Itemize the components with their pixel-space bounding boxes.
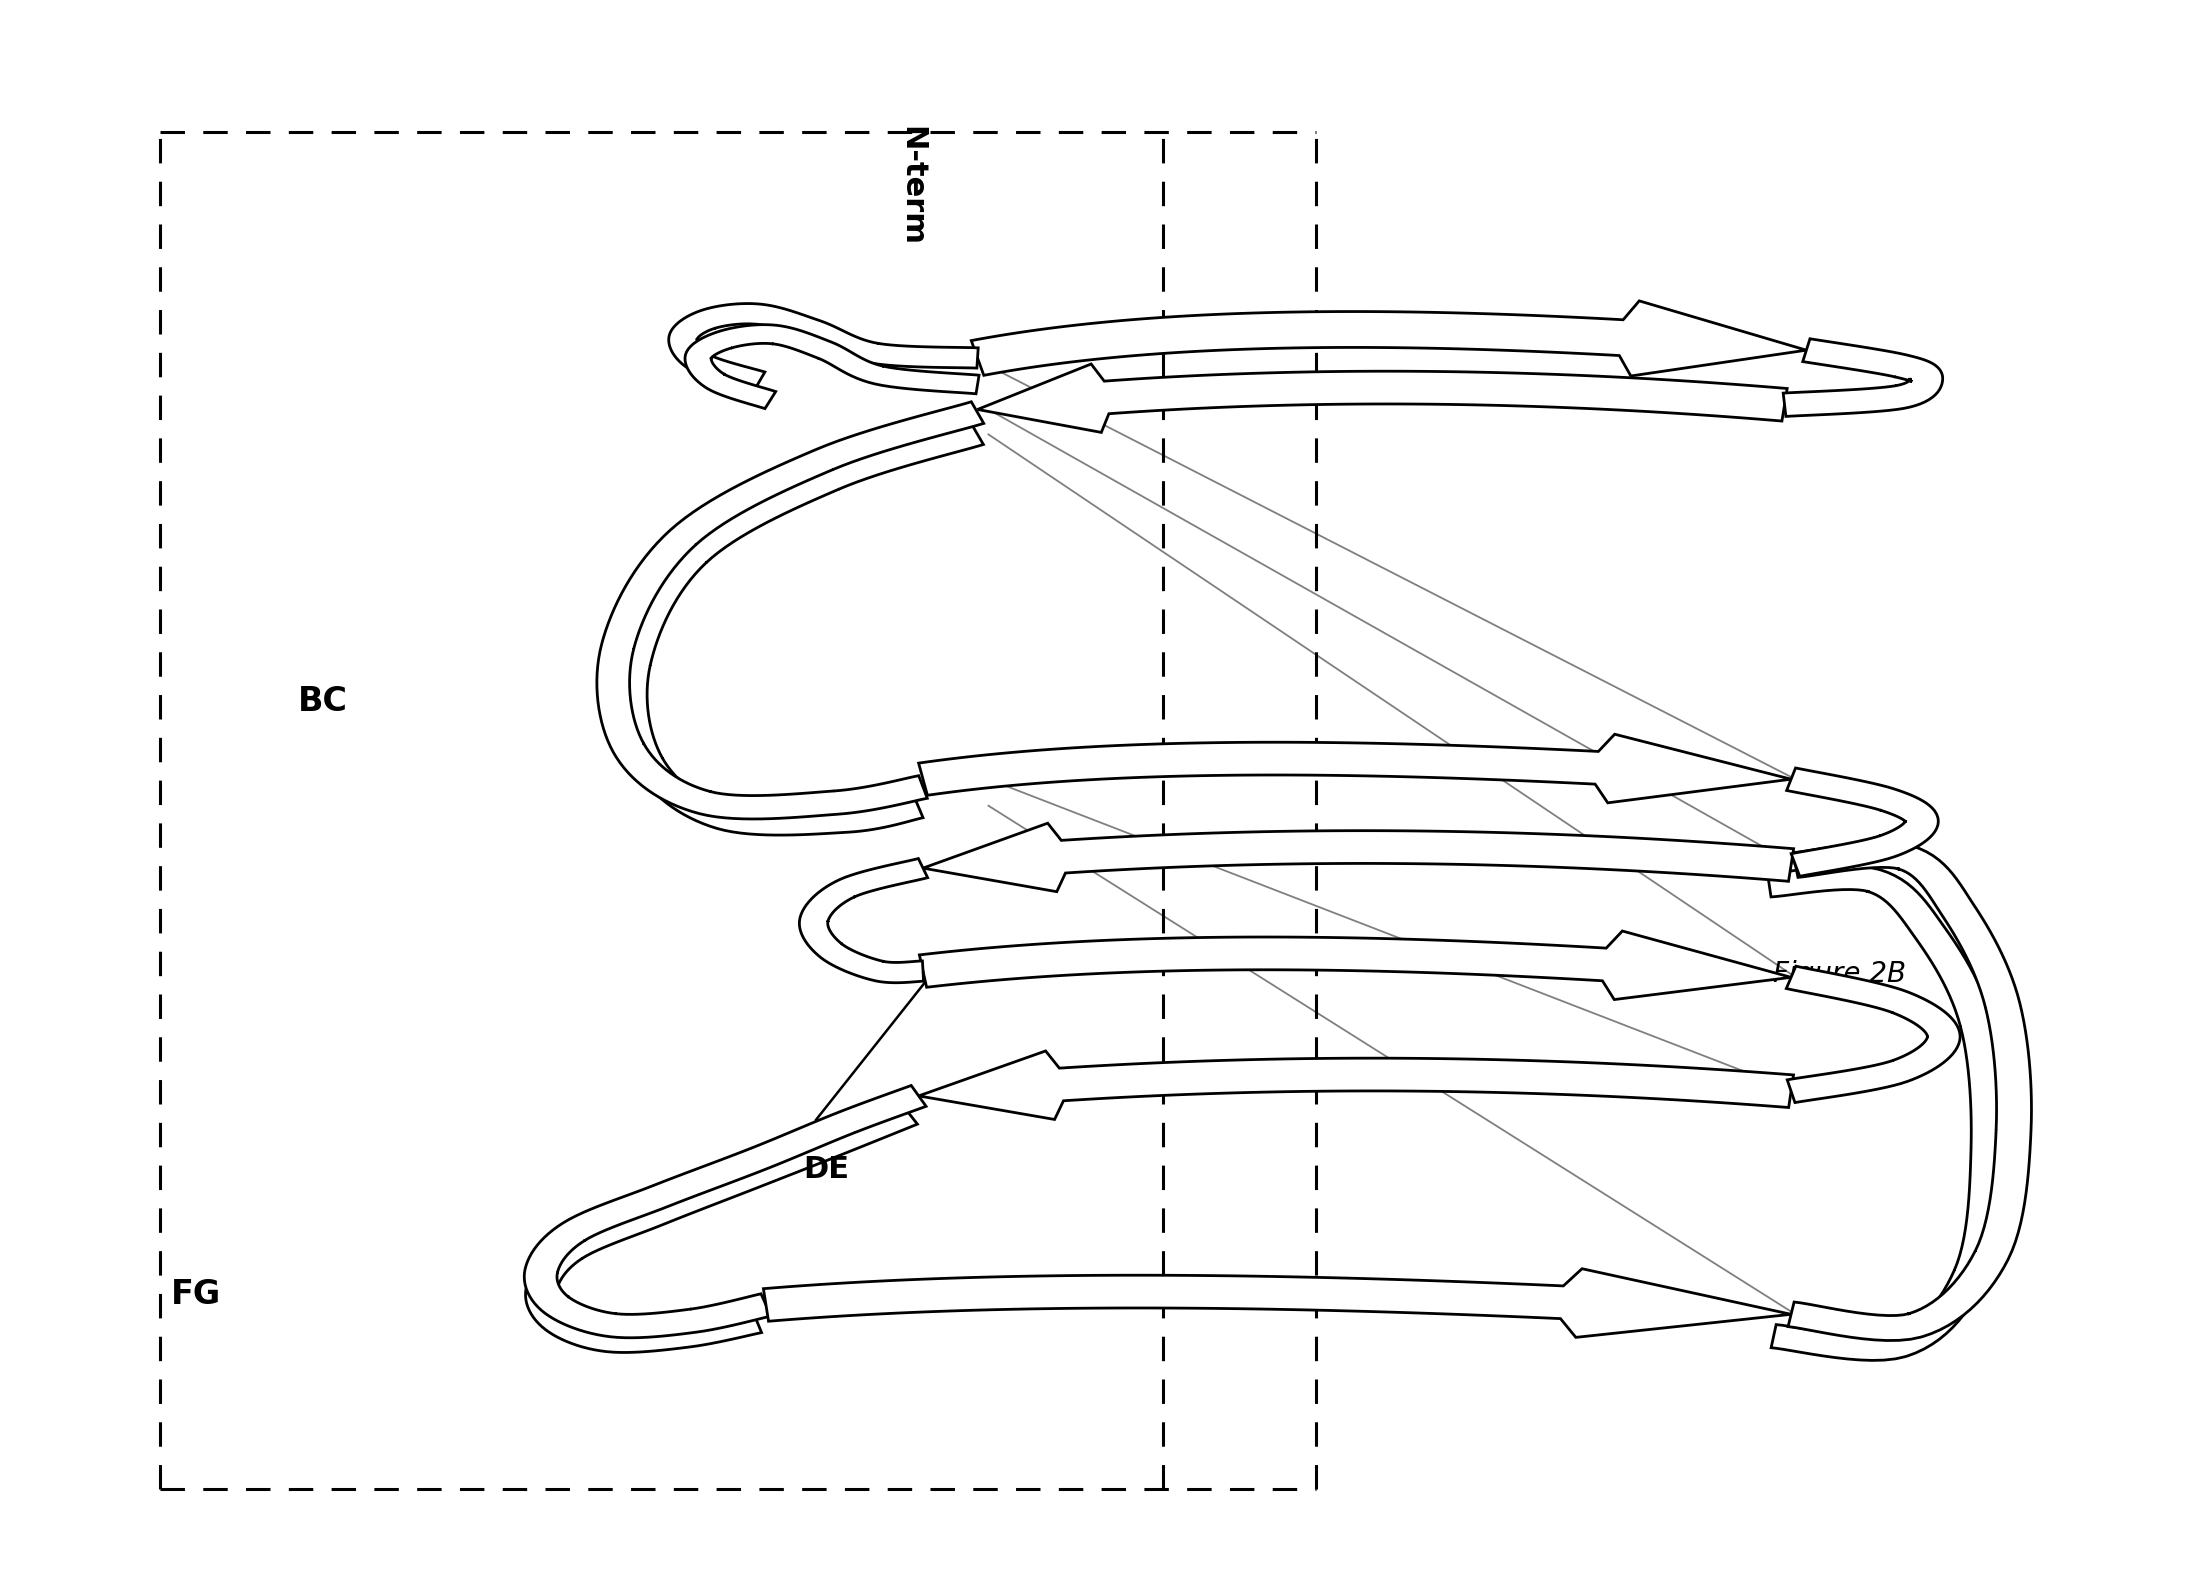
Text: FG: FG <box>171 1278 222 1311</box>
Polygon shape <box>764 1269 1791 1338</box>
Polygon shape <box>525 1105 918 1352</box>
Text: DE: DE <box>803 1155 849 1184</box>
Polygon shape <box>685 324 979 409</box>
Polygon shape <box>1767 866 2004 1360</box>
Polygon shape <box>970 301 1806 376</box>
Polygon shape <box>920 930 1791 999</box>
Polygon shape <box>1787 768 1938 877</box>
Polygon shape <box>920 1051 1793 1119</box>
Polygon shape <box>597 401 983 818</box>
Polygon shape <box>799 858 928 982</box>
Polygon shape <box>669 304 979 390</box>
Polygon shape <box>1787 966 1960 1103</box>
Text: Figure 2B: Figure 2B <box>1774 960 1905 988</box>
Polygon shape <box>977 364 1787 433</box>
Text: BC: BC <box>299 685 349 718</box>
Polygon shape <box>617 425 983 836</box>
Polygon shape <box>1782 338 1943 417</box>
Polygon shape <box>924 823 1793 892</box>
Polygon shape <box>920 733 1791 803</box>
Polygon shape <box>1789 842 2030 1341</box>
Text: N-term: N-term <box>898 126 926 247</box>
Polygon shape <box>525 1086 926 1338</box>
